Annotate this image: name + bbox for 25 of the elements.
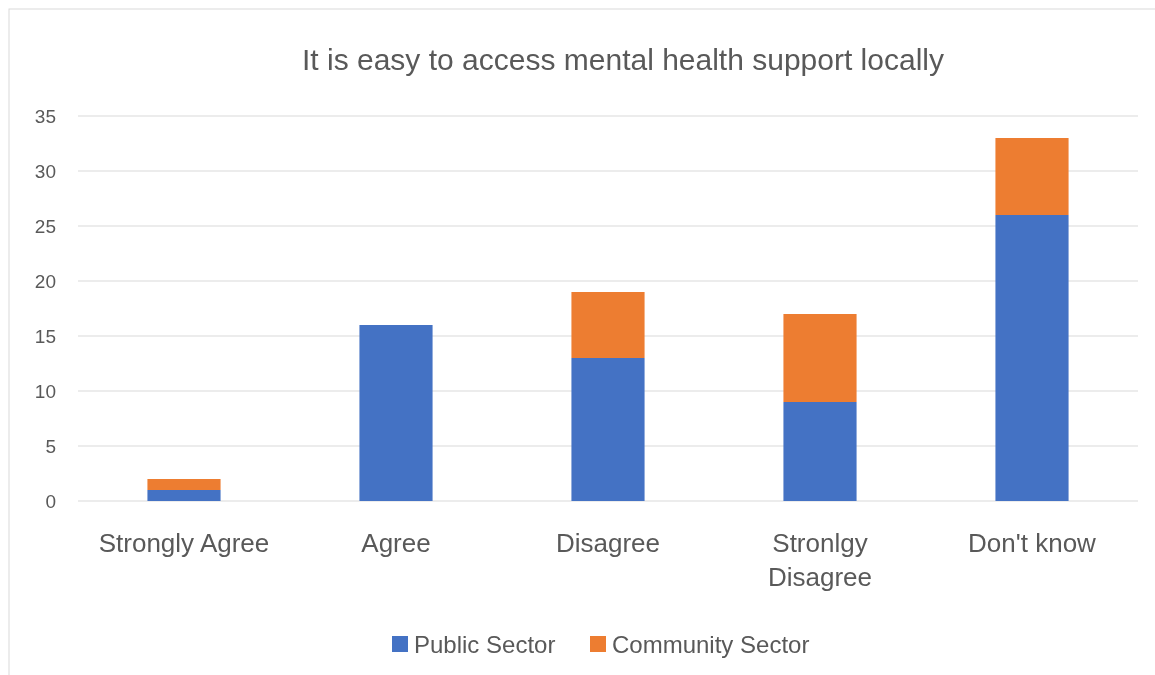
x-tick-label: Agree bbox=[361, 528, 431, 558]
y-tick-label: 20 bbox=[34, 270, 56, 292]
bar bbox=[783, 402, 857, 501]
y-tick-label: 0 bbox=[45, 490, 56, 512]
y-tick-label: 30 bbox=[34, 160, 56, 182]
bar bbox=[995, 215, 1069, 501]
bar bbox=[995, 138, 1069, 215]
bar bbox=[571, 358, 645, 501]
x-tick-label: Don't know bbox=[968, 528, 1097, 558]
bar bbox=[147, 479, 221, 490]
bar bbox=[359, 325, 433, 501]
x-tick-label: Stronlgy Disagree bbox=[767, 528, 873, 592]
y-tick-label: 35 bbox=[34, 105, 56, 127]
x-tick-label: Disagree bbox=[555, 528, 661, 558]
bar bbox=[147, 490, 221, 501]
y-tick-label: 5 bbox=[45, 435, 56, 457]
legend-label: Community Sector bbox=[612, 631, 810, 659]
y-tick-label: 10 bbox=[34, 380, 56, 402]
y-tick-label: 25 bbox=[34, 215, 56, 237]
y-tick-label: 15 bbox=[34, 325, 56, 347]
bar bbox=[783, 314, 857, 402]
bar bbox=[571, 292, 645, 358]
x-tick-label: Strongly Agree bbox=[98, 528, 270, 558]
legend-label: Public Sector bbox=[414, 631, 556, 659]
chart-title: It is easy to access mental health support locally bbox=[302, 43, 944, 76]
